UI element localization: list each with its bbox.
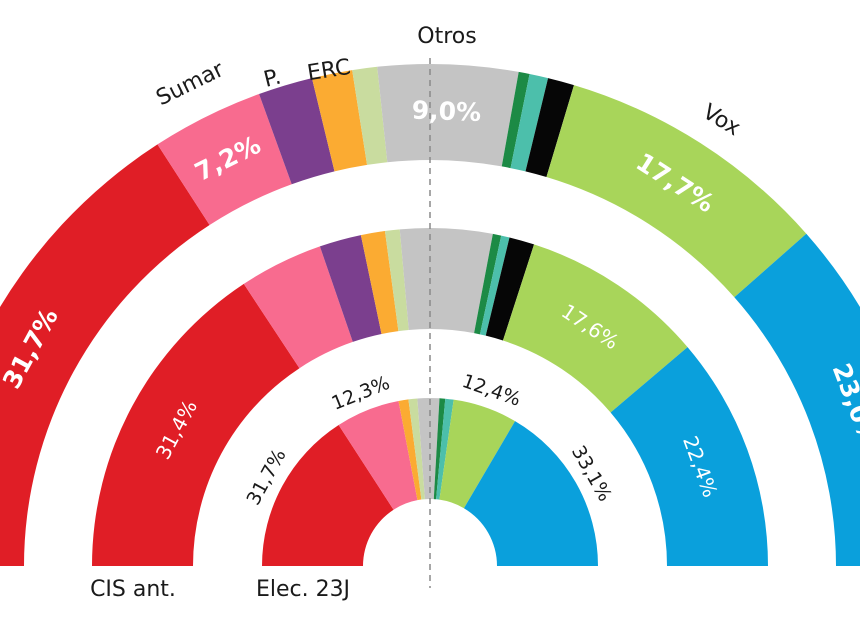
ring-0-segment-4 — [352, 66, 388, 165]
party-label-otros: Otros — [417, 24, 476, 49]
ring-0-segment-3 — [311, 70, 368, 172]
ring-1-segment-9 — [502, 244, 688, 413]
ring-0-segment-6 — [501, 71, 530, 169]
ring-2-segment-8 — [463, 421, 598, 566]
ring-0-segment-5 — [377, 64, 519, 167]
ring-1-segment-5 — [399, 228, 493, 334]
party-label-sumar: Sumar — [152, 57, 228, 111]
ring-0-segment-0 — [0, 144, 210, 566]
ring-2-segment-0 — [262, 425, 394, 566]
ring-1-segment-10 — [610, 347, 768, 566]
ring-0-data-label-5: 9,0% — [411, 96, 481, 127]
ring-2-segment-3 — [408, 398, 425, 500]
ring-0-segment-2 — [259, 78, 335, 185]
ring-2-segment-4 — [417, 398, 440, 500]
ring-1-segment-1 — [243, 246, 353, 369]
ring-0-segment-1 — [157, 94, 292, 226]
ring-0-segment-10 — [734, 233, 860, 566]
party-label-podemos: P. — [261, 65, 283, 93]
ring-1-segment-6 — [474, 233, 502, 335]
ring-1-segment-8 — [485, 237, 535, 341]
ring-2-segment-2 — [398, 399, 422, 501]
ring-2-segment-1 — [338, 400, 418, 510]
ring-2-segment-6 — [436, 398, 454, 500]
ring-1-segment-4 — [384, 229, 409, 332]
ring-1-segment-2 — [319, 235, 382, 342]
party-label-vox: Vox — [698, 100, 744, 142]
ring-1-segment-7 — [479, 235, 510, 336]
rings — [0, 64, 860, 566]
ring-label-elec-23j: Elec. 23J — [256, 577, 350, 602]
ring-0-segment-7 — [510, 73, 549, 172]
ring-label-cis-ant: CIS ant. — [90, 577, 176, 602]
ring-0-segment-9 — [546, 85, 807, 298]
ring-2-segment-7 — [439, 399, 516, 509]
ring-1-segment-0 — [92, 283, 300, 566]
ring-2-segment-5 — [433, 398, 446, 500]
ring-0-segment-8 — [525, 78, 574, 178]
ring-1-segment-3 — [360, 231, 399, 335]
